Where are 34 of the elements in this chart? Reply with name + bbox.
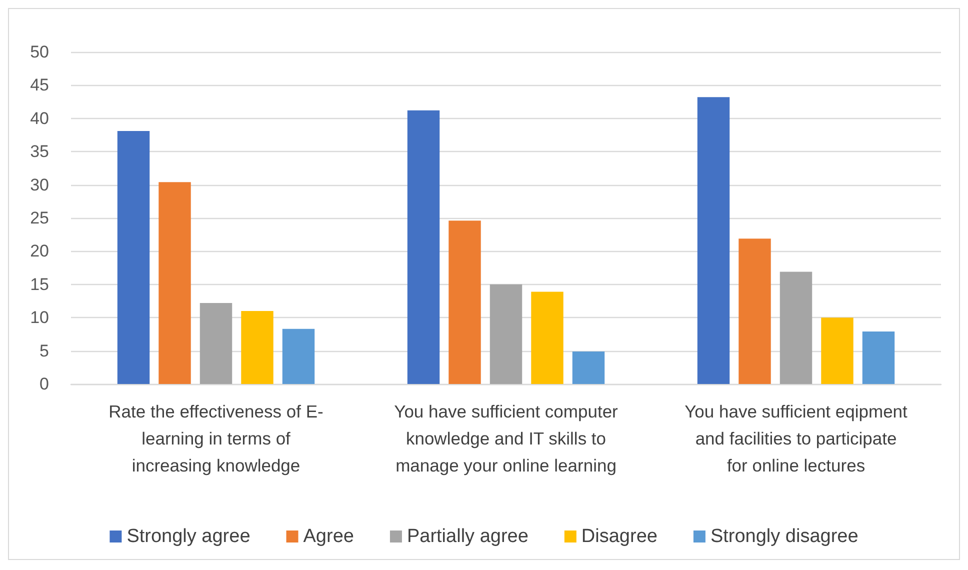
y-tick-label: 10 [30,308,49,328]
legend-label: Partially agree [406,526,528,547]
bar [572,351,605,384]
y-tick-label: 20 [30,242,49,261]
legend-label: Strongly disagree [710,526,858,547]
y-tick-label: 45 [30,76,49,95]
bar [407,110,440,384]
x-tick-label: Rate the effectiveness of E- learning in terms of increasing knowledge [108,402,324,476]
bar [821,318,854,384]
bar [282,328,315,384]
x-tick-label: You have sufficient computer knowledge and IT skills to manage your online learning [394,402,618,476]
y-tick-label: 15 [30,274,49,294]
y-tick-label: 50 [30,42,49,62]
bar [738,238,771,384]
bar [697,97,730,384]
y-tick-label: 35 [30,142,49,162]
bar [780,272,812,384]
y-tick-label: 5 [40,341,49,360]
legend-label: Strongly agree [126,526,250,547]
bar [117,131,150,384]
bar [862,332,895,384]
y-tick-label: 40 [30,108,49,128]
x-tick-label: You have sufficient eqipment and facilities to participate for online lectures [684,402,908,476]
legend-label: Agree [303,526,354,547]
bar [490,284,522,384]
bar [158,182,191,384]
bar [448,220,481,384]
y-tick-label: 0 [40,374,49,394]
y-tick-label: 25 [30,208,49,228]
legend-label: Disagree [581,526,658,547]
bar [531,292,564,384]
bar [200,302,232,384]
bar [241,310,274,384]
y-tick-label: 30 [30,175,49,194]
